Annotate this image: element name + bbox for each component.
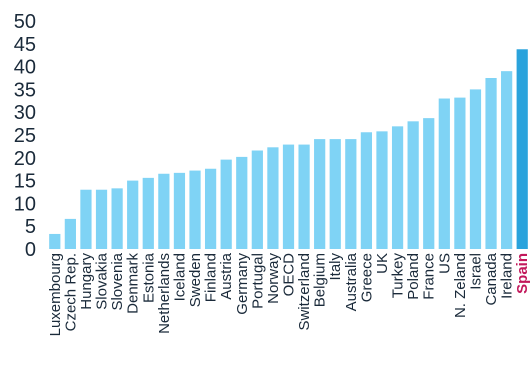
x-tick-label: Germany	[234, 253, 251, 315]
x-tick-label: Hungary	[78, 253, 95, 310]
x-tick-label: UK	[374, 253, 391, 274]
bar	[282, 144, 295, 249]
y-tick-label: 10	[14, 193, 36, 215]
bar	[485, 78, 497, 249]
bar	[220, 159, 232, 249]
bar	[314, 139, 326, 249]
bar	[360, 132, 373, 249]
bar	[329, 139, 341, 249]
y-tick-label: 40	[14, 57, 36, 79]
y-tick-label: 15	[14, 171, 36, 193]
bar	[423, 118, 435, 249]
x-tick-label: Finland	[203, 253, 220, 302]
bar	[345, 139, 357, 249]
y-tick-label: 50	[14, 11, 36, 33]
bar	[438, 98, 450, 250]
x-tick-label: France	[421, 253, 438, 300]
x-tick-label: Austria	[218, 252, 235, 299]
bar	[391, 126, 404, 249]
bar	[111, 188, 123, 249]
x-tick-label: Canada	[483, 252, 500, 305]
x-tick-label: Sweden	[187, 253, 204, 307]
bar	[251, 150, 263, 249]
bar	[501, 71, 513, 249]
bar	[127, 180, 139, 249]
x-tick-label: Norway	[265, 253, 282, 304]
x-tick-label: Iceland	[171, 253, 188, 301]
x-tick-label: Slovenia	[109, 252, 126, 310]
x-tick-label: Ireland	[499, 253, 516, 299]
bar	[407, 121, 419, 249]
bar	[267, 147, 279, 249]
y-tick-label: 20	[14, 148, 36, 170]
x-tick-label: Italy	[327, 253, 344, 281]
x-tick-label: Australia	[343, 252, 360, 311]
bar	[204, 168, 217, 249]
bar	[189, 170, 201, 249]
bar	[516, 49, 528, 249]
x-tick-label: Czech Rep.	[62, 253, 79, 331]
x-tick-label: Portugal	[249, 253, 266, 309]
bar	[454, 97, 466, 249]
x-tick-label: Spain	[514, 253, 531, 294]
bar	[158, 173, 170, 249]
x-tick-label: Israel	[467, 253, 484, 290]
y-tick-label: 0	[25, 239, 36, 261]
bar	[49, 233, 61, 249]
bar	[376, 131, 388, 249]
x-tick-label: Luxembourg	[47, 253, 64, 336]
y-tick-label: 5	[25, 216, 36, 238]
bar	[298, 144, 310, 249]
bar	[95, 189, 108, 249]
x-tick-label: Turkey	[390, 253, 407, 299]
y-tick-label: 35	[14, 79, 36, 101]
y-tick-label: 30	[14, 102, 36, 124]
bar	[80, 189, 92, 249]
bar	[469, 89, 482, 250]
y-tick-label: 25	[14, 125, 36, 147]
x-tick-label: Poland	[405, 253, 422, 300]
x-tick-label: N. Zeland	[452, 253, 469, 318]
x-tick-label: Denmark	[125, 253, 142, 314]
x-tick-label: Slovakia	[94, 252, 111, 309]
x-tick-label: Estonia	[140, 252, 157, 303]
bar	[236, 156, 248, 249]
x-tick-label: Switzerland	[296, 253, 313, 331]
x-tick-label: Netherlands	[156, 253, 173, 334]
bar	[173, 172, 186, 249]
bar	[142, 177, 154, 249]
x-tick-label: Belgium	[312, 253, 329, 307]
x-tick-label: US	[436, 253, 453, 274]
y-tick-label: 45	[14, 34, 36, 56]
x-tick-label: OECD	[281, 253, 298, 297]
bar	[64, 218, 76, 249]
x-tick-label: Greece	[358, 253, 375, 302]
